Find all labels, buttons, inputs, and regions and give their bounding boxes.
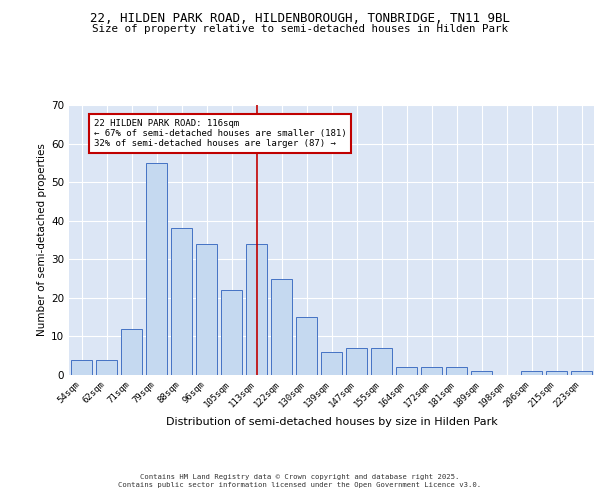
X-axis label: Distribution of semi-detached houses by size in Hilden Park: Distribution of semi-detached houses by … xyxy=(166,418,497,428)
Bar xyxy=(371,348,392,375)
Bar xyxy=(146,163,167,375)
Bar xyxy=(546,371,567,375)
Text: 22, HILDEN PARK ROAD, HILDENBOROUGH, TONBRIDGE, TN11 9BL: 22, HILDEN PARK ROAD, HILDENBOROUGH, TON… xyxy=(90,12,510,26)
Bar xyxy=(121,328,142,375)
Text: Contains HM Land Registry data © Crown copyright and database right 2025.
Contai: Contains HM Land Registry data © Crown c… xyxy=(118,474,482,488)
Y-axis label: Number of semi-detached properties: Number of semi-detached properties xyxy=(37,144,47,336)
Bar xyxy=(471,371,492,375)
Bar xyxy=(96,360,117,375)
Bar xyxy=(421,368,442,375)
Bar xyxy=(171,228,192,375)
Bar xyxy=(71,360,92,375)
Text: Size of property relative to semi-detached houses in Hilden Park: Size of property relative to semi-detach… xyxy=(92,24,508,34)
Text: 22 HILDEN PARK ROAD: 116sqm
← 67% of semi-detached houses are smaller (181)
32% : 22 HILDEN PARK ROAD: 116sqm ← 67% of sem… xyxy=(94,118,347,148)
Bar xyxy=(271,278,292,375)
Bar xyxy=(296,317,317,375)
Bar xyxy=(196,244,217,375)
Bar xyxy=(321,352,342,375)
Bar xyxy=(521,371,542,375)
Bar xyxy=(446,368,467,375)
Bar xyxy=(571,371,592,375)
Bar xyxy=(246,244,267,375)
Bar xyxy=(396,368,417,375)
Bar xyxy=(221,290,242,375)
Bar xyxy=(346,348,367,375)
